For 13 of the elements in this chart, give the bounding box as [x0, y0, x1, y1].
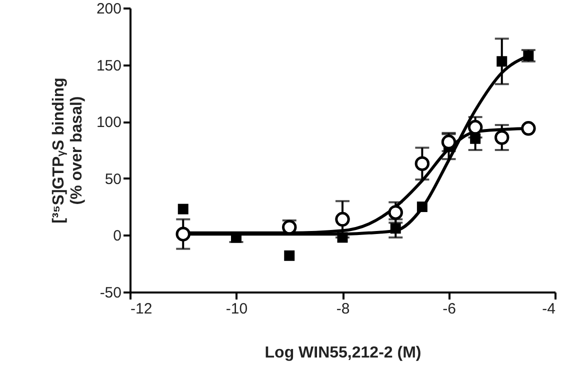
x-tick-label: -10	[226, 300, 248, 318]
y-tick-label: -50	[100, 284, 122, 302]
y-tick-label: 0	[113, 228, 122, 245]
x-axis-title: Log WIN55,212-2 (M)	[264, 344, 422, 362]
x-tick-label: -6	[442, 300, 456, 318]
y-tick-label: 150	[96, 57, 122, 74]
x-tick-label: -4	[542, 300, 556, 318]
y-tick-label: 50	[104, 170, 122, 188]
y-axis-title: [³⁵S]GTPᵧS binding (% over basal)	[50, 78, 86, 224]
y-tick-label: 200	[96, 0, 122, 18]
y-tick-label: 100	[96, 114, 122, 132]
x-tick-label: -8	[336, 300, 350, 318]
x-tick-label: -12	[130, 300, 152, 318]
